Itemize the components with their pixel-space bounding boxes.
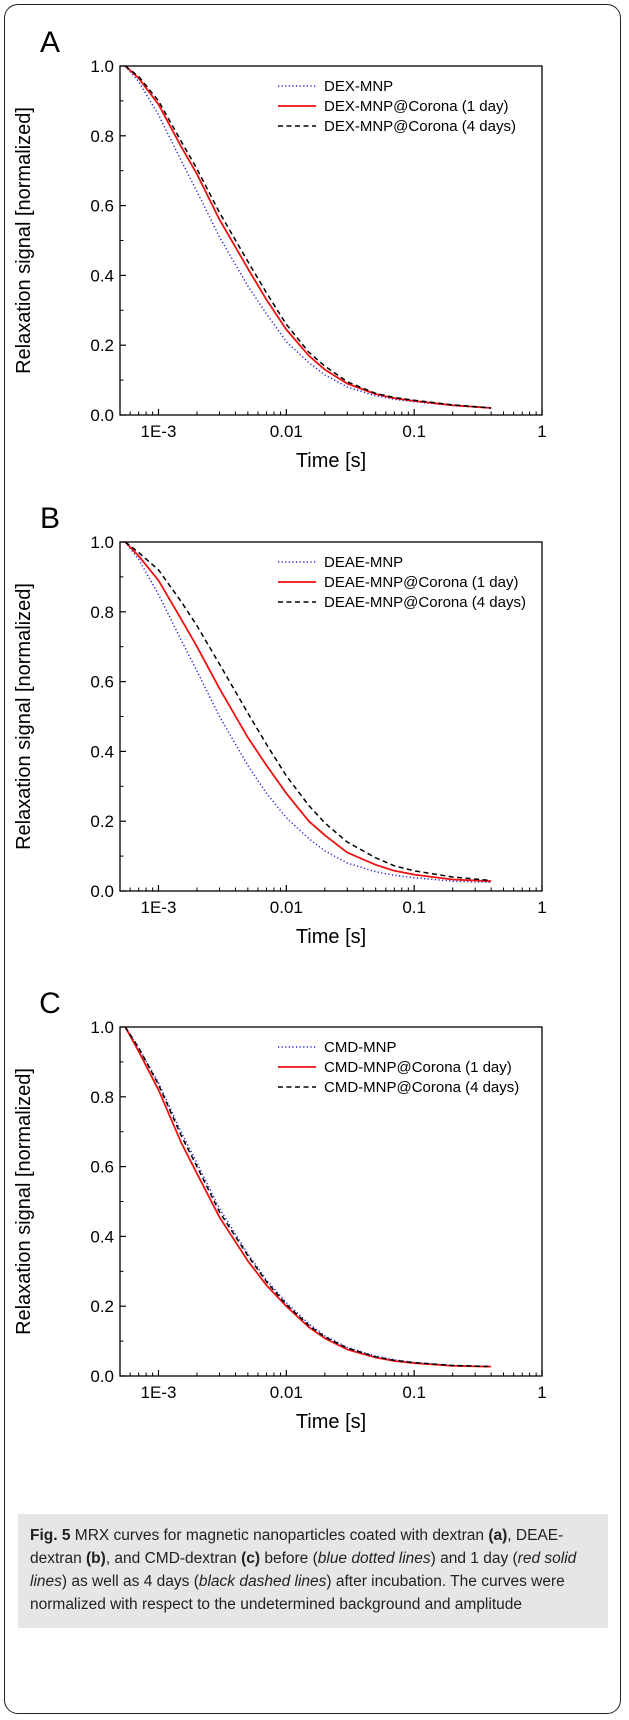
y-tick-label: 0.6 [90,197,114,216]
caption-blue-desc: blue dotted lines [317,1550,431,1567]
y-tick-label: 0.8 [90,127,114,146]
caption-panel-a: (a) [488,1527,508,1544]
legend-entry: CMD-MNP@Corona (4 days) [324,1079,519,1096]
caption-text: , and CMD-dextran [105,1550,242,1567]
legend-entry: DEAE-MNP@Corona (4 days) [324,594,526,611]
x-tick-label: 0.1 [402,898,426,917]
y-tick-label: 0.0 [90,406,114,425]
y-tick-label: 0.2 [90,812,114,831]
caption-text: ) and 1 day ( [430,1550,518,1567]
y-tick-label: 1.0 [90,533,114,552]
caption-panel-c: (c) [241,1550,261,1567]
y-tick-label: 0.4 [90,266,114,285]
series-line-3 [124,541,492,882]
legend-entry: CMD-MNP@Corona (1 day) [324,1059,512,1076]
x-tick-label: 1 [537,1383,546,1402]
x-tick-label: 1E-3 [141,1383,177,1402]
x-tick-label: 0.01 [270,1383,303,1402]
y-tick-label: 0.6 [90,1158,114,1177]
y-tick-label: 0.2 [90,336,114,355]
y-tick-label: 0.8 [90,603,114,622]
x-tick-label: 1E-3 [141,898,177,917]
x-axis-title: Time [s] [296,450,366,472]
figure-frame [4,4,621,1714]
caption-panel-b: (b) [86,1550,106,1567]
y-tick-label: 1.0 [90,57,114,76]
legend-entry: DEAE-MNP [324,554,403,571]
y-tick-label: 0.6 [90,673,114,692]
panel-letter: A [40,26,60,59]
caption-black-desc: black dashed lines [198,1573,327,1590]
caption-text: MRX curves for magnetic nanoparticles co… [70,1527,489,1544]
y-tick-label: 0.0 [90,882,114,901]
legend-entry: CMD-MNP [324,1039,397,1056]
caption-red-desc: red solid lines [30,1550,577,1590]
x-tick-label: 0.01 [270,898,303,917]
caption-text: ) as well as 4 days ( [61,1573,199,1590]
y-tick-label: 1.0 [90,1018,114,1037]
x-tick-label: 0.01 [270,422,303,441]
y-axis-title: Relaxation signal [normalized] [13,107,35,374]
y-tick-label: 0.0 [90,1367,114,1386]
series-line-3 [124,65,492,409]
y-tick-label: 0.2 [90,1297,114,1316]
series-line-2 [124,1026,492,1368]
caption-label: Fig. 5 [30,1527,71,1544]
y-tick-label: 0.4 [90,742,114,761]
caption-text: ) after incubation. The curves were norm… [30,1573,565,1613]
chart-panel-a: A 0.0 0.2 0.4 0.6 0.8 1.0 1E-3 0.01 0.1 1 Time [s] R… [13,26,547,472]
y-axis-title: Relaxation signal [normalized] [13,1068,35,1335]
y-axis-title: Relaxation signal [normalized] [13,583,35,850]
caption-text: before ( [260,1550,318,1567]
x-tick-label: 1E-3 [141,422,177,441]
series-line-2 [124,541,492,883]
series-line-3 [124,1026,492,1368]
x-axis-title: Time [s] [296,1411,366,1433]
chart-panel-b: B 0.0 0.2 0.4 0.6 0.8 1.0 1E-3 0.01 0.1 1 Time [s] R… [13,502,547,948]
x-tick-label: 1 [537,422,546,441]
panel-letter: C [39,987,61,1020]
chart-panel-c: C 0.0 0.2 0.4 0.6 0.8 1.0 1E-3 0.01 0.1 1 Time [s] R… [13,987,547,1433]
x-tick-label: 0.1 [402,422,426,441]
y-tick-label: 0.4 [90,1227,114,1246]
x-tick-label: 0.1 [402,1383,426,1402]
legend-entry: DEX-MNP@Corona (1 day) [324,98,508,115]
x-axis-title: Time [s] [296,926,366,948]
series-line-1 [124,1026,492,1368]
panel-letter: B [40,502,60,535]
legend-entry: DEX-MNP@Corona (4 days) [324,118,516,135]
x-tick-label: 1 [537,898,546,917]
figure-caption: Fig. 5 MRX curves for magnetic nanoparti… [18,1514,608,1628]
legend-entry: DEAE-MNP@Corona (1 day) [324,574,518,591]
y-tick-label: 0.8 [90,1088,114,1107]
caption-text: , DEAE-dextran [30,1527,564,1567]
legend-entry: DEX-MNP [324,78,393,95]
